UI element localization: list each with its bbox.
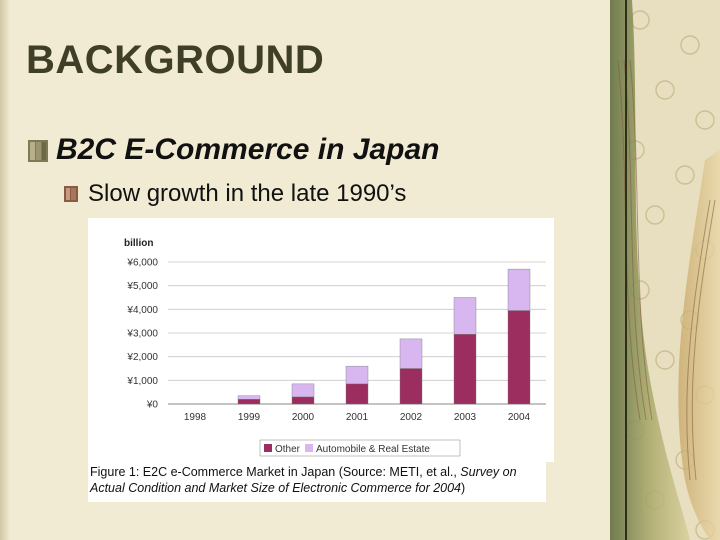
floral-pattern-icon	[610, 0, 720, 540]
legend-label-other: Other	[275, 444, 301, 455]
ec-market-chart: billion ¥0 ¥1,000 ¥2,000 ¥3,000 ¥4,000 ¥5,000 ¥…	[124, 238, 546, 457]
x-tick-label: 2002	[400, 412, 423, 423]
y-tick-label: ¥4,000	[126, 305, 158, 316]
bar-other-2002	[399, 368, 423, 405]
x-tick-label: 2004	[508, 412, 531, 423]
bar-automobile-real-estate-1999	[237, 395, 261, 400]
bar-other-2004	[507, 310, 531, 405]
bar-automobile-real-estate-2000	[291, 383, 315, 398]
legend-label-automobile-real-estate: Automobile & Real Estate	[316, 444, 430, 455]
unit-label: billion	[124, 238, 153, 249]
legend-swatch-automobile-real-estate	[305, 444, 313, 452]
y-tick-label: ¥2,000	[126, 352, 158, 363]
caption-survey-title: Survey on Actual Condition and Market Si…	[90, 465, 517, 495]
bullet-2-icon	[64, 186, 78, 202]
y-tick-label: ¥3,000	[126, 329, 158, 340]
bullet-1-icon	[28, 140, 48, 162]
bullet-2-text: Slow growth in the late 1990’s	[88, 180, 407, 207]
caption-suffix: )	[461, 481, 466, 495]
y-tick-label: ¥6,000	[126, 258, 158, 269]
bar-other-2003	[453, 333, 477, 405]
bar-other-2000	[291, 396, 315, 405]
left-shadow-strip	[0, 0, 10, 540]
figure-caption: Figure 1: E2C e-Commerce Market in Japan…	[88, 462, 546, 502]
bar-automobile-real-estate-2001	[345, 365, 369, 385]
y-tick-label: ¥1,000	[126, 376, 158, 387]
bar-other-1999	[237, 399, 261, 405]
x-tick-label: 2000	[292, 412, 315, 423]
decorative-floral-panel	[610, 0, 720, 540]
chart-figure: billion ¥0 ¥1,000 ¥2,000 ¥3,000 ¥4,000 ¥5,000 ¥…	[88, 218, 554, 462]
legend-swatch-other	[264, 444, 272, 452]
x-tick-label: 1999	[238, 412, 261, 423]
bar-automobile-real-estate-2004	[507, 268, 531, 311]
bar-automobile-real-estate-2003	[453, 297, 477, 335]
slide-title: BACKGROUND	[26, 38, 325, 82]
y-tick-label: ¥0	[146, 400, 159, 411]
x-tick-label: 2001	[346, 412, 369, 423]
y-tick-label: ¥5,000	[126, 281, 158, 292]
bullet-1-text: B2C E-Commerce in Japan	[56, 133, 440, 166]
bar-other-2001	[345, 383, 369, 405]
caption-prefix: Figure 1: E2C e-Commerce Market in Japan…	[90, 465, 461, 479]
x-tick-label: 2003	[454, 412, 477, 423]
bar-automobile-real-estate-2002	[399, 338, 423, 369]
x-tick-label: 1998	[184, 412, 207, 423]
